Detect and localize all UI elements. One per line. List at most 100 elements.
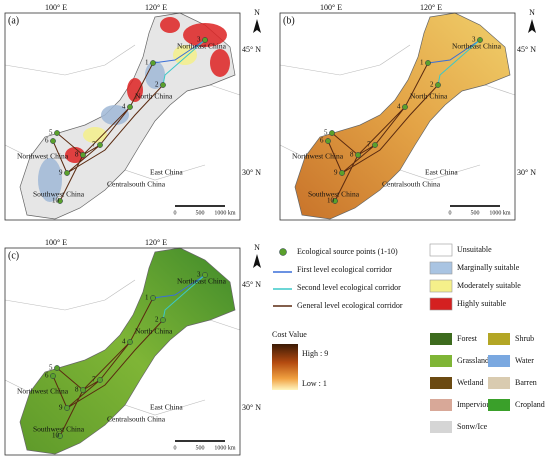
region-label: Centralsouth China (382, 180, 441, 189)
cost-high: High : 9 (302, 349, 328, 358)
legend: Ecological source points (1-10) First lev… (272, 243, 545, 433)
point-label: 5 (49, 364, 53, 372)
scale-bar (175, 440, 225, 442)
source-point (435, 82, 441, 88)
region-label: Centralsouth China (107, 180, 166, 189)
region-label: Northwest China (17, 387, 69, 396)
point-label: 1 (145, 294, 149, 302)
source-point (160, 317, 166, 323)
point-label: 7 (367, 141, 371, 149)
landcover-swatch (430, 333, 452, 345)
suitability-patch (38, 158, 62, 202)
source-point (202, 37, 208, 43)
legend-label: Marginally suitable (457, 263, 520, 272)
source-point (332, 198, 338, 204)
point-label: 3 (472, 36, 476, 44)
legend-label: General level ecological corridor (297, 301, 403, 310)
source-point (80, 152, 86, 158)
second-corridor (162, 39, 206, 86)
lon-label: 100° E (320, 3, 342, 12)
second-corridor (162, 274, 206, 321)
lon-label: 100° E (45, 3, 67, 12)
frame (279, 12, 516, 221)
suitability-patch (83, 127, 107, 143)
suitability-patch (210, 49, 230, 77)
panel-label: (b) (283, 15, 295, 26)
legend-label: Water (515, 356, 534, 365)
legend-label: Grassland (457, 356, 489, 365)
region-label: Northeast China (177, 277, 227, 286)
region-label: East China (150, 403, 183, 412)
frame (4, 247, 241, 456)
suit-swatch (429, 243, 453, 257)
legend-label: Shrub (515, 334, 534, 343)
landcover-swatch (488, 399, 510, 411)
region-label: Northwest China (292, 152, 344, 161)
map-panel: 1 2 3 4 56 7 8 9 10 Northeast China North China Nor… (4, 238, 261, 456)
landcover-swatch (488, 333, 510, 345)
panel-label: (a) (8, 15, 19, 26)
point-label: 9 (334, 169, 338, 177)
landcover-swatch (430, 377, 452, 389)
north-arrow (528, 19, 536, 33)
point-label: 5 (324, 129, 328, 137)
neighbor-borders (4, 279, 241, 416)
source-point (355, 152, 361, 158)
legend-label: Impervious (457, 400, 493, 409)
source-point (372, 142, 378, 148)
north-label: N (254, 243, 260, 252)
panel-label: (c) (8, 250, 19, 261)
lat-label: 45° N (242, 280, 261, 289)
point-label: 6 (320, 137, 324, 145)
point-label: 8 (75, 386, 79, 394)
region-label: North China (410, 92, 448, 101)
lon-label: 120° E (145, 3, 167, 12)
source-point (127, 104, 133, 110)
first-corridor (427, 39, 481, 64)
region-label: East China (150, 168, 183, 177)
source-point (402, 104, 408, 110)
scale-label: 500 (196, 210, 205, 216)
source-point (80, 387, 86, 393)
legend-label: Second level ecological corridor (297, 283, 401, 292)
cost-title: Cost Value (272, 330, 307, 339)
point-label: 8 (75, 151, 79, 159)
source-point (64, 405, 70, 411)
region-label: North China (135, 92, 173, 101)
legend-label: Forest (457, 334, 478, 343)
frame (4, 12, 241, 221)
suitability-patch (65, 147, 85, 163)
scale-label: 500 (196, 445, 205, 451)
source-point (57, 433, 63, 439)
source-point (425, 60, 431, 66)
suitability-patch (101, 105, 129, 125)
point-label: 1 (145, 59, 149, 67)
legend-label: Highly suitable (457, 299, 507, 308)
north-arrow (253, 19, 261, 33)
point-label: 3 (197, 271, 201, 279)
legend-point (279, 248, 287, 256)
source-point (150, 60, 156, 66)
landcover-swatch (430, 355, 452, 367)
first-corridor (152, 274, 206, 299)
region-label: Centralsouth China (107, 415, 166, 424)
point-label: 6 (45, 137, 49, 145)
north-arrow (253, 254, 261, 268)
source-point (150, 295, 156, 301)
lat-label: 30° N (242, 403, 261, 412)
lat-label: 30° N (517, 168, 536, 177)
point-label: 9 (59, 169, 63, 177)
lon-label: 120° E (145, 238, 167, 247)
point-label: 4 (122, 103, 126, 111)
point-label: 10 (327, 197, 335, 205)
point-label: 7 (92, 376, 96, 384)
point-label: 9 (59, 404, 63, 412)
point-label: 10 (52, 432, 60, 440)
landcover-swatch (488, 355, 510, 367)
scale-label: 1000 km (489, 210, 511, 216)
landcover-swatch (430, 421, 452, 433)
cost-low: Low : 1 (302, 379, 327, 388)
source-point (202, 272, 208, 278)
source-point (97, 142, 103, 148)
